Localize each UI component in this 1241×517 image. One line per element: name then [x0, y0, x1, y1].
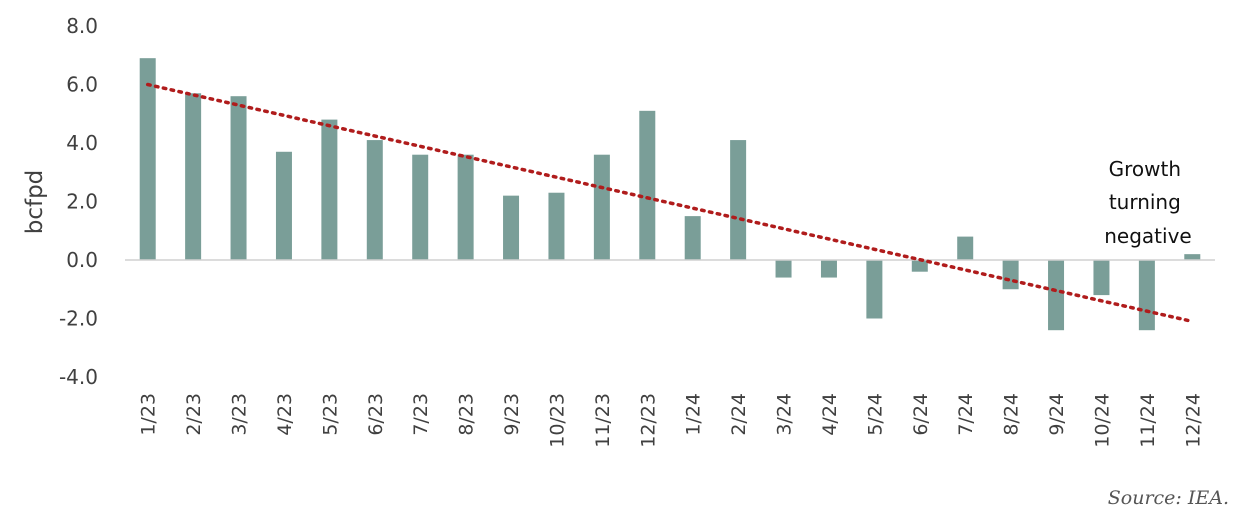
bar — [503, 195, 520, 260]
bar — [1048, 260, 1065, 331]
annotation: Growth turning negative — [1104, 157, 1191, 248]
bar — [457, 154, 474, 260]
x-tick-label: 8/24 — [1001, 393, 1023, 436]
x-tick-label: 11/24 — [1137, 393, 1159, 448]
bar — [366, 140, 383, 260]
x-tick-label: 5/24 — [864, 393, 886, 436]
y-tick-label: -2.0 — [59, 307, 98, 331]
bar — [911, 260, 928, 272]
bar — [1002, 260, 1019, 290]
bar — [139, 58, 156, 260]
x-tick-label: 10/24 — [1091, 393, 1113, 448]
x-tick-label: 3/23 — [229, 393, 251, 436]
bar — [593, 154, 610, 260]
y-tick-label: -4.0 — [59, 365, 98, 389]
trendline — [145, 82, 1195, 324]
bar — [185, 93, 202, 261]
bar — [820, 260, 837, 278]
source-note: Source: IEA. — [1107, 487, 1229, 509]
x-tick-label: 7/23 — [410, 393, 432, 436]
bar — [1093, 260, 1110, 296]
y-tick-label: 8.0 — [66, 14, 98, 38]
bar — [639, 110, 656, 260]
x-tick-label: 9/23 — [501, 393, 523, 436]
y-tick-label: 2.0 — [66, 190, 98, 214]
x-tick-label: 4/24 — [819, 393, 841, 436]
y-axis-label: bcfpd — [22, 170, 48, 235]
bar — [866, 260, 883, 319]
x-tick-label: 12/23 — [637, 393, 659, 448]
y-tick-label: 6.0 — [66, 73, 98, 97]
bars — [139, 58, 1201, 331]
bar — [1184, 254, 1201, 260]
y-tick-label: 4.0 — [66, 131, 98, 155]
x-tick-label: 11/23 — [592, 393, 614, 448]
bar — [684, 216, 701, 260]
annotation-line: Growth — [1109, 157, 1181, 181]
bar — [412, 154, 429, 260]
x-tick-label: 9/24 — [1046, 393, 1068, 436]
bar — [730, 140, 747, 260]
x-tick-label: 12/24 — [1182, 393, 1204, 448]
x-tick-label: 10/23 — [546, 393, 568, 448]
x-axis-ticks: 1/23 2/23 3/23 4/23 5/23 6/23 7/23 8/23 9/23 10/2… — [138, 393, 1205, 448]
x-tick-label: 3/24 — [774, 393, 796, 436]
bar — [775, 260, 792, 278]
bar — [548, 192, 565, 260]
bar — [321, 119, 338, 260]
x-tick-label: 6/23 — [365, 393, 387, 436]
x-tick-label: 6/24 — [910, 393, 932, 436]
y-tick-label: 0.0 — [66, 248, 98, 272]
x-tick-label: 2/24 — [728, 393, 750, 436]
bar — [230, 96, 247, 260]
bar — [957, 236, 974, 260]
x-tick-label: 1/24 — [683, 393, 705, 436]
x-tick-label: 8/23 — [456, 393, 478, 436]
bar — [1138, 260, 1155, 331]
x-tick-label: 4/23 — [274, 393, 296, 436]
x-tick-label: 1/23 — [138, 393, 160, 436]
y-axis-ticks: 8.0 6.0 4.0 2.0 0.0 -2.0 -4.0 — [59, 14, 98, 389]
x-tick-label: 7/24 — [955, 393, 977, 436]
annotation-line: turning — [1109, 190, 1181, 214]
bar — [275, 151, 292, 260]
annotation-line: negative — [1104, 224, 1191, 248]
x-tick-label: 5/23 — [319, 393, 341, 436]
x-tick-label: 2/23 — [183, 393, 205, 436]
